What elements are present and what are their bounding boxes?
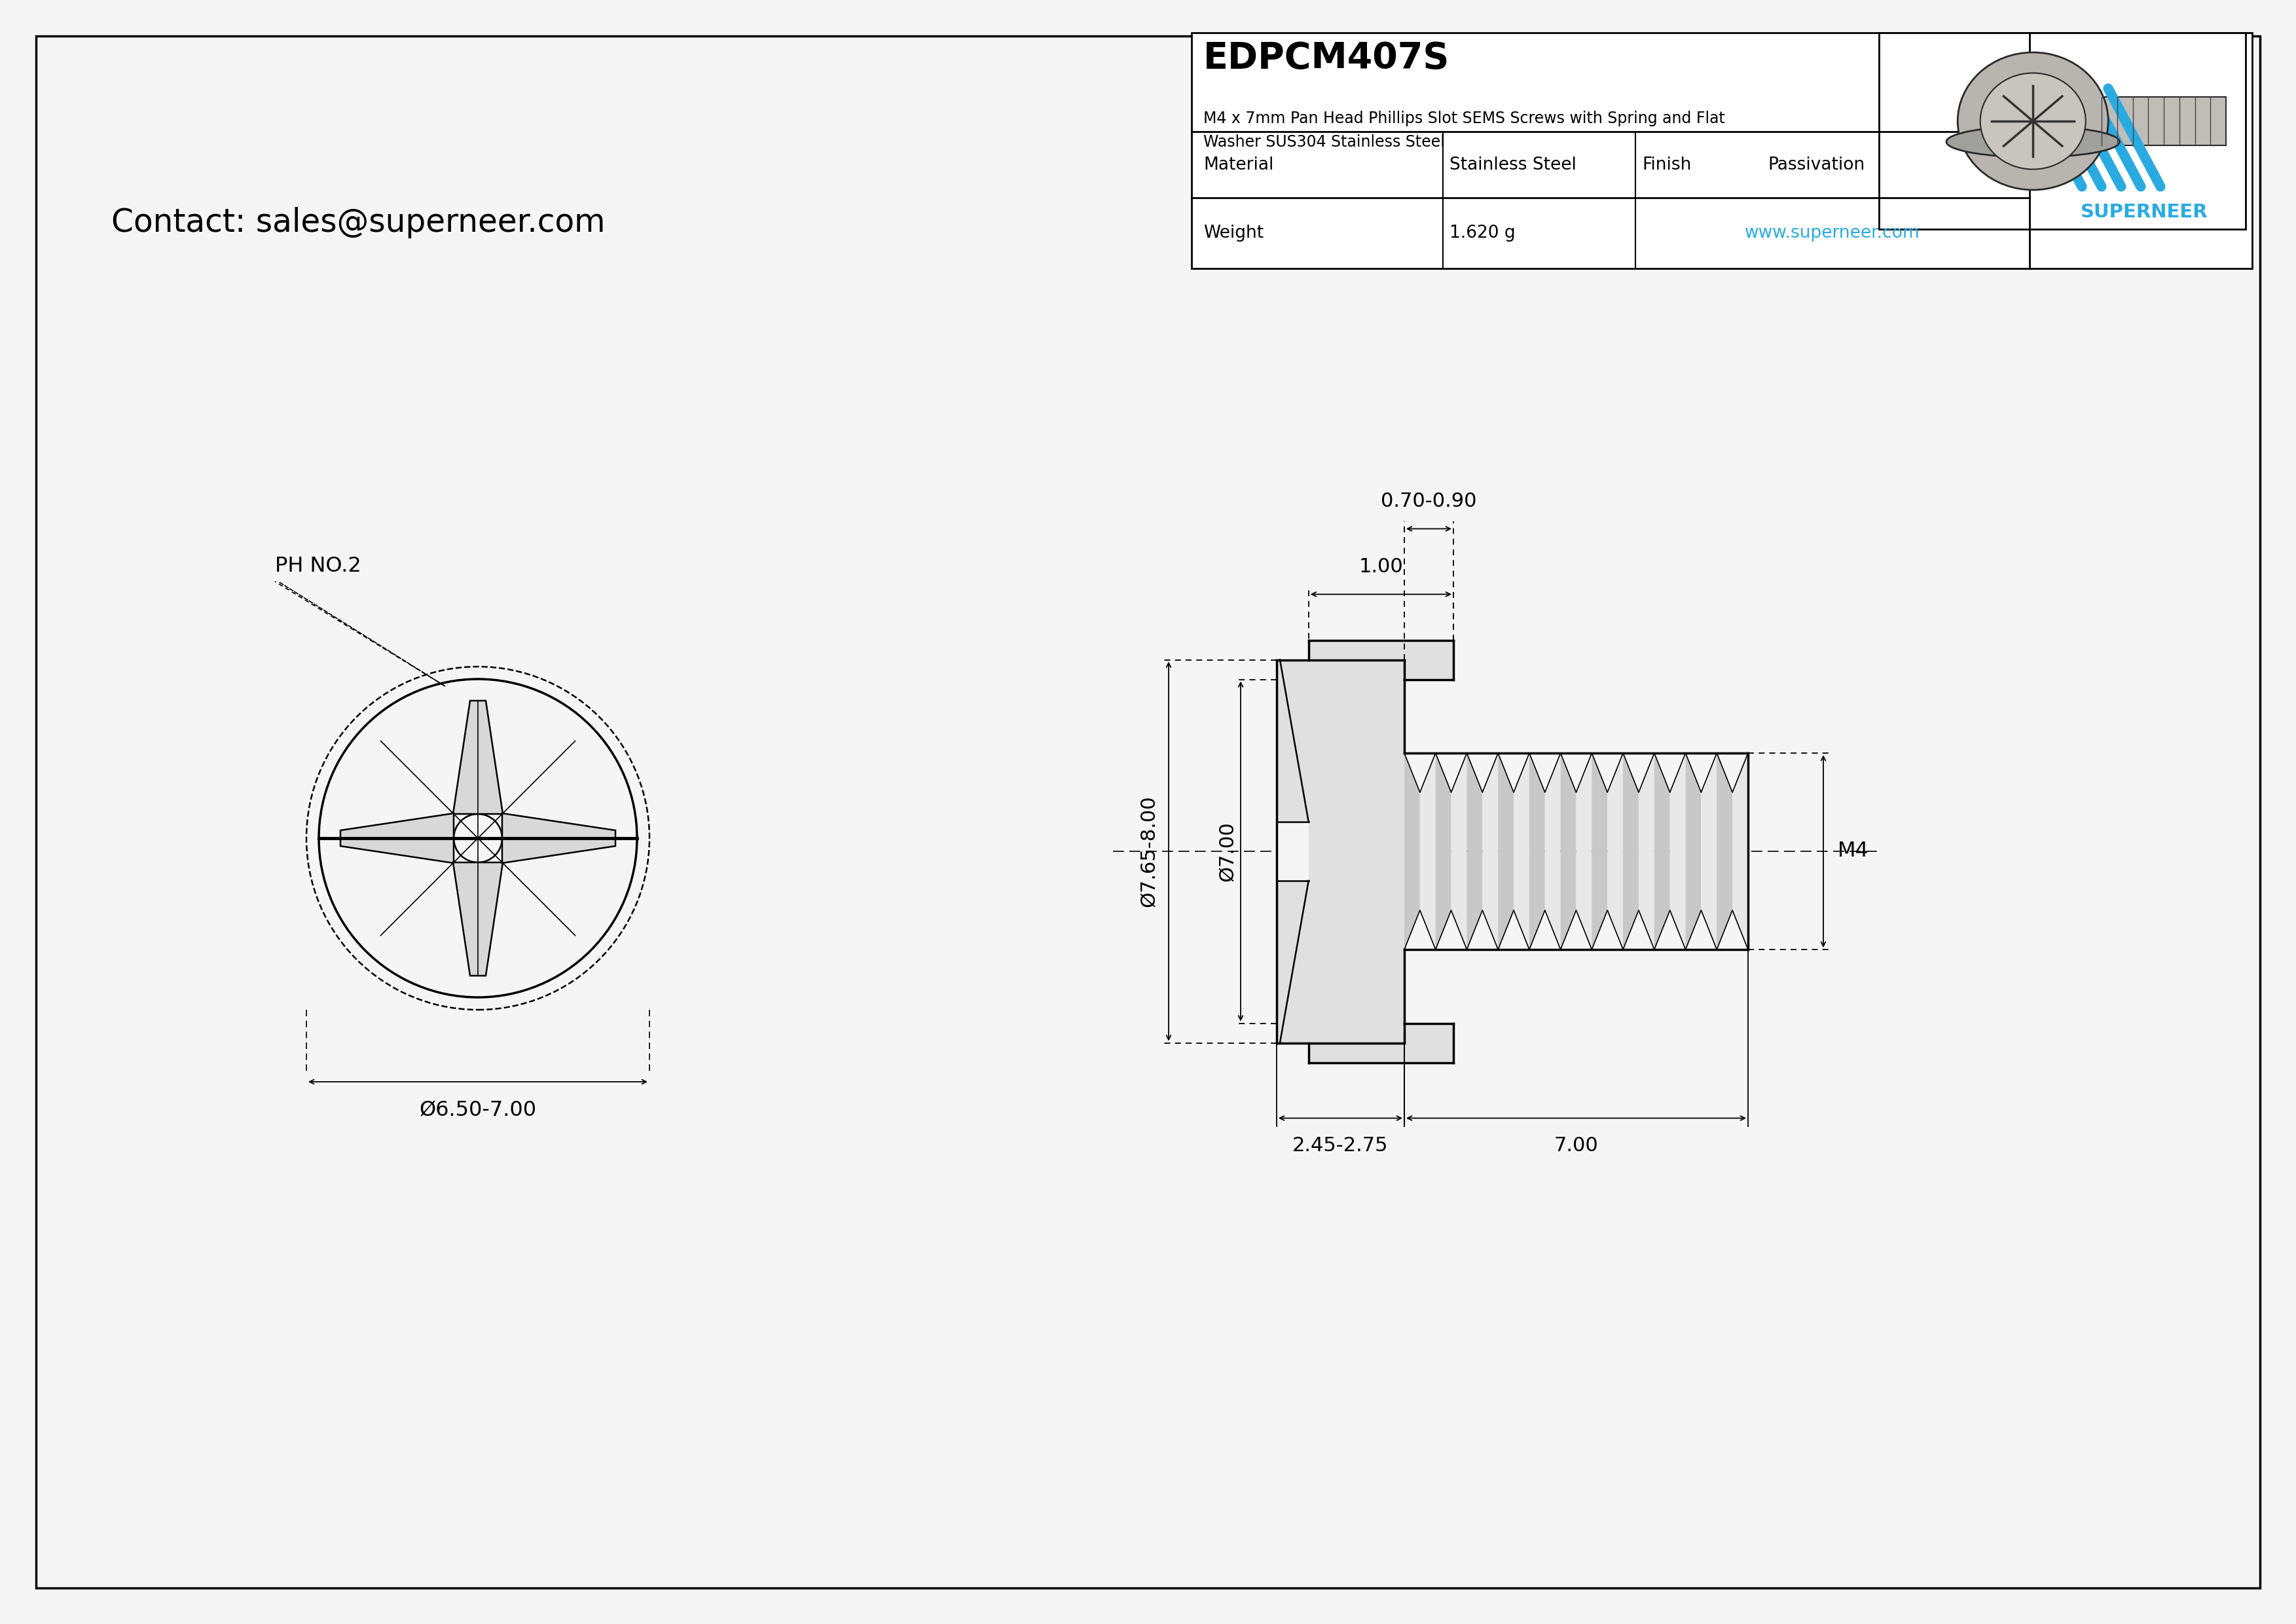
Polygon shape xyxy=(1575,754,1591,950)
Polygon shape xyxy=(1669,754,1685,950)
Polygon shape xyxy=(1467,754,1483,950)
Text: PH NO.2: PH NO.2 xyxy=(276,555,360,577)
Text: M4 x 7mm Pan Head Phillips Slot SEMS Screws with Spring and Flat: M4 x 7mm Pan Head Phillips Slot SEMS Scr… xyxy=(1203,110,1724,127)
Polygon shape xyxy=(1277,640,1453,1062)
Polygon shape xyxy=(340,814,455,862)
Text: Stainless Steel: Stainless Steel xyxy=(1449,156,1577,174)
Bar xyxy=(2101,97,2225,145)
Text: Passivation: Passivation xyxy=(1768,156,1864,174)
Polygon shape xyxy=(1497,754,1513,950)
Polygon shape xyxy=(1483,754,1497,950)
Text: SUPERNEER: SUPERNEER xyxy=(2080,203,2209,221)
Polygon shape xyxy=(1529,754,1545,950)
Text: 2.45-2.75: 2.45-2.75 xyxy=(1293,1137,1389,1155)
Text: Ø6.50-7.00: Ø6.50-7.00 xyxy=(420,1099,537,1121)
Text: EDPCM407S: EDPCM407S xyxy=(1203,41,1449,76)
Polygon shape xyxy=(452,700,503,814)
Polygon shape xyxy=(1545,754,1561,950)
Text: M4: M4 xyxy=(1837,841,1869,861)
Bar xyxy=(1192,32,2252,268)
Text: 1.620 g: 1.620 g xyxy=(1449,224,1515,242)
Polygon shape xyxy=(503,814,615,862)
Polygon shape xyxy=(1623,754,1639,950)
Polygon shape xyxy=(1733,754,1747,950)
Polygon shape xyxy=(1513,754,1529,950)
Polygon shape xyxy=(1561,754,1575,950)
Ellipse shape xyxy=(1947,127,2119,158)
Text: Finish: Finish xyxy=(1642,156,1692,174)
Text: Washer SUS304 Stainless Steel: Washer SUS304 Stainless Steel xyxy=(1203,135,1444,149)
Text: 7.00: 7.00 xyxy=(1554,1137,1598,1155)
Text: 1.00: 1.00 xyxy=(1359,557,1403,577)
Text: Contact: sales@superneer.com: Contact: sales@superneer.com xyxy=(110,206,606,239)
Text: Weight: Weight xyxy=(1203,224,1263,242)
Text: Ø7.65-8.00: Ø7.65-8.00 xyxy=(1139,796,1159,908)
Polygon shape xyxy=(1405,754,1419,950)
Polygon shape xyxy=(1277,822,1309,880)
Polygon shape xyxy=(1591,754,1607,950)
Polygon shape xyxy=(1419,754,1435,950)
Polygon shape xyxy=(1685,754,1701,950)
Polygon shape xyxy=(1701,754,1717,950)
Polygon shape xyxy=(452,862,503,976)
Polygon shape xyxy=(1639,754,1655,950)
Polygon shape xyxy=(1607,754,1623,950)
Text: Material: Material xyxy=(1203,156,1274,174)
Polygon shape xyxy=(1717,754,1733,950)
Polygon shape xyxy=(1451,754,1467,950)
Polygon shape xyxy=(1435,754,1451,950)
Text: 0.70-0.90: 0.70-0.90 xyxy=(1380,492,1476,510)
Polygon shape xyxy=(1655,754,1669,950)
Bar xyxy=(1878,32,2245,229)
Text: www.superneer.com: www.superneer.com xyxy=(1745,224,1919,242)
Ellipse shape xyxy=(1979,73,2085,169)
Ellipse shape xyxy=(1958,52,2108,190)
Text: Ø7.00: Ø7.00 xyxy=(1219,822,1238,882)
